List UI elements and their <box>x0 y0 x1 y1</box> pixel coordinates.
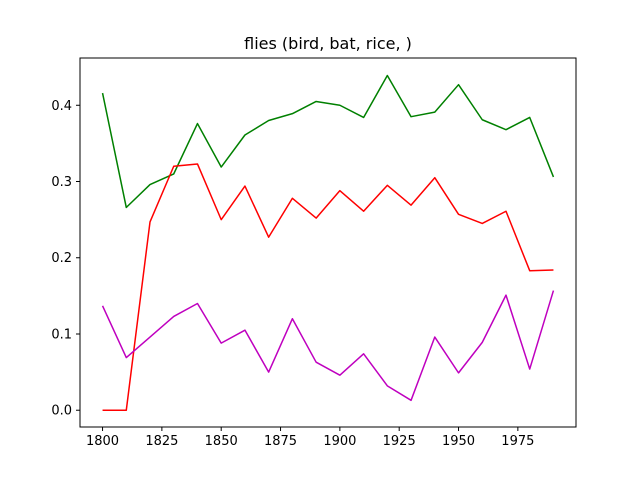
x-tick-label: 1850 <box>205 434 238 449</box>
x-tick-label: 1975 <box>501 434 534 449</box>
y-tick-label: 0.3 <box>51 175 72 190</box>
x-tick-label: 1900 <box>323 434 356 449</box>
series-line-3 <box>101 290 555 402</box>
plot-frame <box>79 57 577 428</box>
x-tick-label: 1925 <box>383 434 416 449</box>
series-line-2 <box>102 163 554 411</box>
series-line-1 <box>101 74 555 209</box>
x-tick-label: 1950 <box>442 434 475 449</box>
y-tick-label: 0.1 <box>51 327 72 342</box>
x-tick-label: 1825 <box>145 434 178 449</box>
series-layer <box>101 74 555 411</box>
chart-title: flies (bird, bat, rice, ) <box>244 34 412 53</box>
y-tick-label: 0.0 <box>51 404 72 419</box>
y-tick-label: 0.2 <box>51 251 72 266</box>
y-axis: 0.0 0.1 0.2 0.3 0.4 <box>51 99 80 419</box>
x-axis: 1800 1825 1850 1875 1900 1925 1950 1975 <box>86 427 534 449</box>
x-tick-label: 1800 <box>86 434 119 449</box>
y-tick-label: 0.4 <box>51 99 72 114</box>
x-tick-label: 1875 <box>264 434 297 449</box>
